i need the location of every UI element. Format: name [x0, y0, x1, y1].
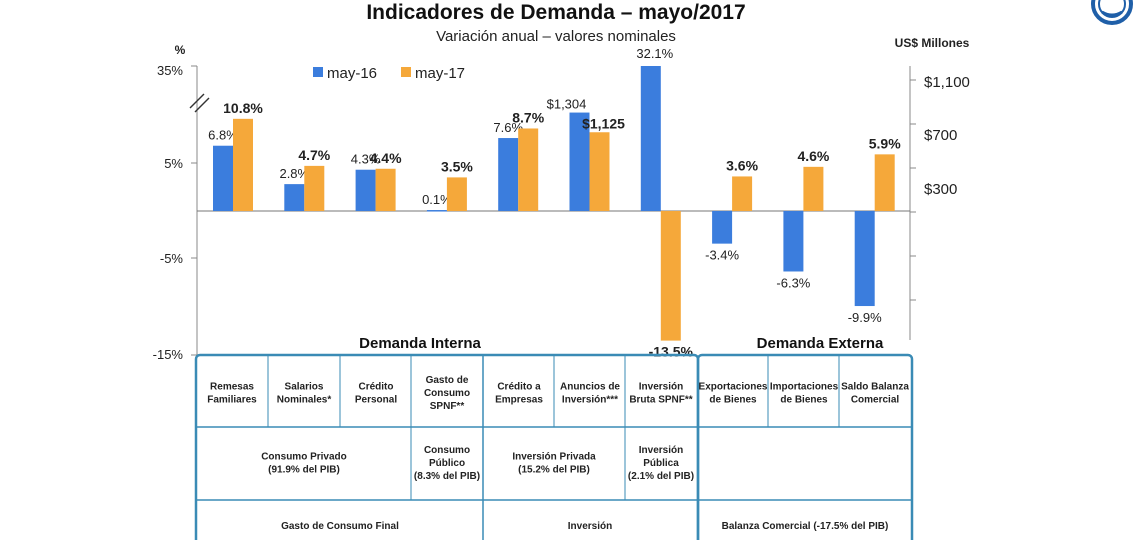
table-cell-category: Crédito a [497, 382, 541, 393]
bar-may-16-4 [498, 138, 519, 211]
bar-may-16-0 [213, 145, 233, 211]
bar-may-16-1 [284, 184, 305, 211]
bar-may-17-6 [660, 211, 681, 341]
table-cell-category: Exportaciones [699, 382, 768, 393]
bar-may-16-2 [355, 169, 376, 211]
section-title-demanda-interna: Demanda Interna [359, 335, 481, 352]
legend-swatch-may-17 [401, 67, 411, 77]
data-label-may-17-6: -13.5% [649, 344, 694, 360]
data-label-may-16-2: 4.3% [351, 152, 381, 167]
legend-label-may-16: may-16 [327, 65, 377, 82]
bar-may-16-7 [712, 211, 733, 244]
bar-may-17-7 [732, 176, 753, 211]
data-label-may-16-0: 6.8% [208, 128, 238, 143]
data-label-may-16-8: -6.3% [776, 275, 810, 290]
table-cell-category: Nominales* [277, 395, 332, 406]
bar-may-17-4 [518, 128, 539, 211]
chart-title: Indicadores de Demanda – mayo/2017 [366, 1, 745, 24]
left-tick-label: 5% [164, 156, 183, 171]
table-cell-group: Pública [643, 458, 679, 469]
data-label-may-17-0: 10.8% [223, 100, 263, 116]
table-cell-category: Comercial [851, 395, 900, 406]
right-axis-unit: US$ Millones [895, 36, 970, 50]
left-tick-label: -5% [160, 251, 184, 266]
table-cell-category: Salarios [285, 382, 324, 393]
data-label-may-17-8: 4.6% [797, 148, 829, 164]
bar-may-16-5 [569, 112, 590, 211]
left-axis-unit: % [175, 43, 186, 57]
data-label-may-17-7: 3.6% [726, 157, 758, 173]
table-cell-category: Importaciones [770, 382, 839, 393]
table-cell-aggregate: Gasto de Consumo Final [281, 521, 399, 532]
data-label-may-17-2: 4.4% [370, 150, 402, 166]
table-cell-group: (15.2% del PIB) [518, 465, 590, 476]
data-label-may-16-3: 0.1% [422, 192, 452, 207]
axis-break-mark [189, 93, 210, 113]
chart-legend: may-16 may-17 [313, 65, 465, 82]
bar-may-17-8 [803, 166, 824, 211]
table-cell-category: Saldo Balanza [841, 382, 909, 393]
section-title-demanda-externa: Demanda Externa [757, 335, 884, 352]
table-cell-group: (91.9% del PIB) [268, 465, 340, 476]
bar-group: 6.8% 2.8% 4.3% 0.1% 7.6% $1,304 32.1% -3.4% -6.3… [208, 46, 901, 360]
table-cell-category: Personal [355, 395, 397, 406]
table-cell-group: Consumo Privado [261, 452, 347, 463]
table-cell-group: (2.1% del PIB) [628, 471, 694, 482]
data-label-may-17-1: 4.7% [298, 147, 330, 163]
table-cell-category: Consumo [424, 388, 470, 399]
data-label-may-16-5: $1,304 [547, 97, 587, 112]
data-label-may-16-9: -9.9% [848, 310, 882, 325]
table-cell-category: Remesas [210, 382, 254, 393]
table-cell-group: Público [429, 458, 465, 469]
data-label-may-17-9: 5.9% [869, 135, 901, 151]
left-tick-label: 35% [157, 63, 183, 78]
table-cell-category: Familiares [207, 395, 257, 406]
bar-may-16-3 [426, 210, 447, 212]
data-label-may-16-1: 2.8% [279, 166, 309, 181]
bar-may-17-5 [589, 132, 610, 211]
table-cell-group: Inversión Privada [512, 452, 596, 463]
bar-may-17-1 [304, 165, 325, 211]
table-cell-category: de Bienes [709, 395, 757, 406]
right-tick-label: $300 [924, 181, 957, 198]
bar-may-16-8 [783, 211, 804, 272]
data-label-may-16-6: 32.1% [636, 46, 673, 61]
table-cell-category: SPNF** [430, 401, 465, 412]
bar-may-16-9 [854, 211, 875, 307]
table-cell-aggregate: Inversión [568, 521, 612, 532]
table-cell-category: Anuncios de [560, 382, 620, 393]
right-tick-label: $1,100 [924, 74, 970, 91]
data-label-may-17-5: $1,125 [582, 115, 625, 131]
table-cell-group: (8.3% del PIB) [414, 471, 480, 482]
bar-may-17-0 [233, 118, 253, 211]
table-cell-group: Consumo [424, 445, 470, 456]
classification-table [194, 353, 914, 540]
table-cell-category: Empresas [495, 395, 543, 406]
bar-may-17-2 [375, 168, 396, 211]
bar-may-17-3 [446, 177, 467, 211]
data-label-may-16-7: -3.4% [705, 248, 739, 263]
institution-logo [1091, 0, 1133, 25]
table-cell-category: Gasto de [426, 375, 469, 386]
legend-label-may-17: may-17 [415, 65, 465, 82]
table-cell-category: Crédito [359, 382, 394, 393]
table-cell-aggregate: Balanza Comercial (-17.5% del PIB) [722, 521, 889, 532]
data-label-may-16-4: 7.6% [493, 120, 523, 135]
bar-may-16-6 [640, 66, 661, 211]
table-cell-category: de Bienes [780, 395, 828, 406]
table-cell-category: Inversión*** [562, 395, 618, 406]
left-tick-label: -15% [153, 347, 184, 362]
table-cell-category: Inversión [639, 382, 683, 393]
data-label-may-17-3: 3.5% [441, 158, 473, 174]
table-cell-category: Bruta SPNF** [629, 395, 692, 406]
data-label-may-17-4: 8.7% [512, 109, 544, 125]
legend-swatch-may-16 [313, 67, 323, 77]
table-cell-group: Inversión [639, 445, 683, 456]
table-frame-externa [696, 353, 914, 540]
chart-subtitle: Variación anual – valores nominales [436, 28, 676, 45]
bar-may-17-9 [874, 154, 895, 211]
right-tick-label: $700 [924, 127, 957, 144]
classification-table-text: Remesas Familiares Salarios Nominales* Crédi… [207, 375, 909, 532]
